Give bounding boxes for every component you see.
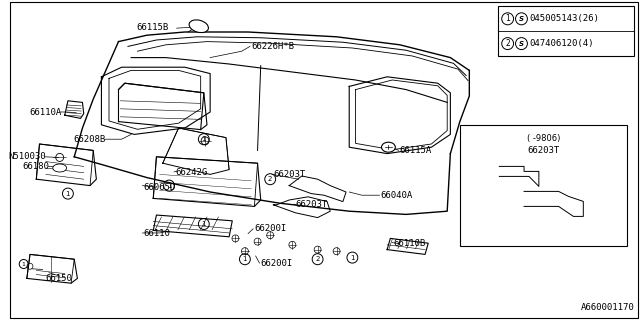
Text: 66115A: 66115A <box>400 146 432 155</box>
Text: 66200I: 66200I <box>260 260 293 268</box>
Text: 66150: 66150 <box>45 274 72 283</box>
Text: 66203T: 66203T <box>527 146 560 155</box>
Text: 66226H*B: 66226H*B <box>252 42 294 51</box>
Text: 1: 1 <box>243 256 247 262</box>
Ellipse shape <box>189 20 209 33</box>
Text: 1: 1 <box>22 261 26 267</box>
Text: 66040A: 66040A <box>381 191 413 200</box>
Text: 66200I: 66200I <box>254 224 287 233</box>
Text: S: S <box>519 41 524 47</box>
Text: 047406120(4): 047406120(4) <box>529 39 594 48</box>
Text: 1: 1 <box>66 191 70 196</box>
Text: 66110A: 66110A <box>29 108 61 116</box>
Text: 2: 2 <box>268 176 273 182</box>
Text: ( -9806): ( -9806) <box>527 134 560 143</box>
Ellipse shape <box>381 142 396 152</box>
Text: 66065D: 66065D <box>144 183 176 192</box>
Text: 66203T: 66203T <box>273 170 306 179</box>
Text: 1: 1 <box>167 183 172 188</box>
Text: N510030: N510030 <box>8 152 46 161</box>
Text: 66110B: 66110B <box>394 239 426 248</box>
Text: 045005143(26): 045005143(26) <box>529 14 599 23</box>
Ellipse shape <box>52 164 67 172</box>
Text: 66208B: 66208B <box>74 135 106 144</box>
Text: 2: 2 <box>505 39 510 48</box>
Text: 66110: 66110 <box>144 229 171 238</box>
Text: 1: 1 <box>350 255 355 260</box>
Text: 1: 1 <box>505 14 510 23</box>
Text: 66242G: 66242G <box>175 168 207 177</box>
Text: 66115B: 66115B <box>137 23 169 32</box>
Text: 1: 1 <box>202 221 206 227</box>
Text: 66180: 66180 <box>22 162 49 171</box>
Text: 66203T: 66203T <box>296 200 328 209</box>
Text: 2: 2 <box>316 256 320 262</box>
Bar <box>498 6 634 56</box>
Text: A660001170: A660001170 <box>581 303 635 312</box>
Text: S: S <box>519 16 524 22</box>
Bar <box>460 125 627 246</box>
Text: 1: 1 <box>202 136 206 142</box>
